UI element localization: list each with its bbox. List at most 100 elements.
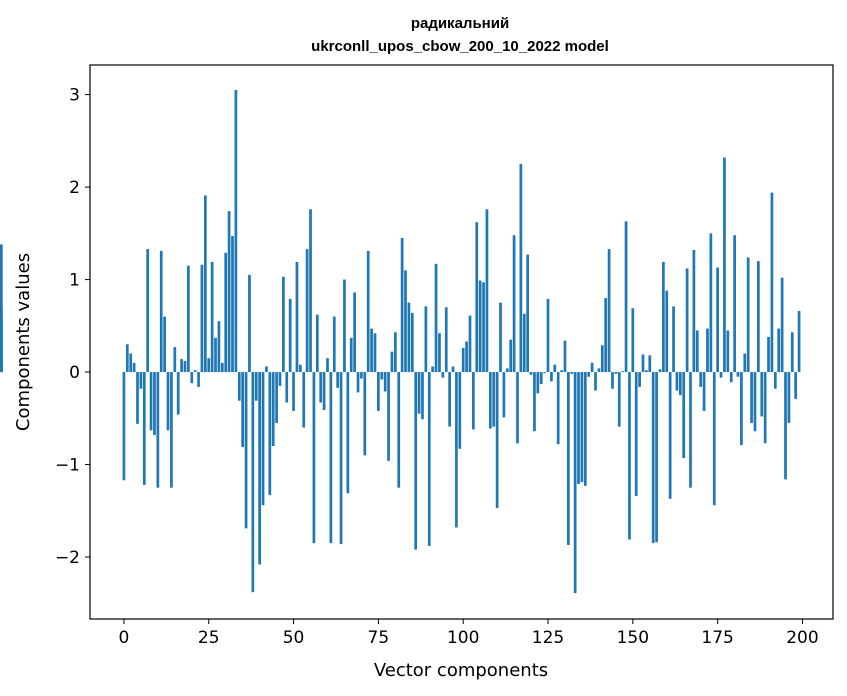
x-tick-label: 200 [786, 628, 818, 648]
bar [146, 249, 150, 373]
bar [234, 89, 238, 373]
bar [434, 263, 438, 373]
plot-frame [89, 64, 834, 620]
bar [790, 332, 794, 373]
bar [132, 362, 136, 373]
bar [319, 372, 323, 403]
bar [142, 372, 146, 485]
bar [682, 372, 686, 459]
bar [658, 369, 662, 373]
bar [777, 328, 781, 373]
bar [136, 372, 139, 424]
bar [723, 157, 726, 373]
bar [482, 282, 485, 373]
chart-title-line-1: радикальний [411, 15, 509, 32]
bar [461, 348, 465, 373]
bar [360, 372, 363, 379]
bar [570, 372, 574, 374]
bar [0, 244, 3, 373]
bar [468, 315, 472, 373]
bar [380, 372, 384, 380]
bar [288, 298, 292, 373]
bar [407, 302, 411, 373]
bar [478, 280, 482, 373]
bar [529, 372, 533, 375]
x-axis-ticks: 0 25 50 75 100 125 150 175 200 [119, 619, 819, 648]
bar [614, 372, 618, 374]
bar [441, 372, 445, 378]
bar [767, 336, 770, 373]
y-tick-label: 2 [69, 178, 80, 198]
bar [366, 250, 370, 373]
bar [315, 314, 319, 373]
bar [458, 372, 462, 449]
bar [536, 372, 540, 394]
bar [709, 233, 713, 373]
bar [248, 274, 251, 373]
y-axis-ticks: −2 −1 0 1 2 3 [55, 86, 90, 568]
bar [621, 371, 625, 373]
bar [383, 372, 387, 392]
bar [427, 372, 431, 546]
bar [746, 257, 750, 373]
bar [590, 362, 594, 373]
bar [706, 328, 709, 373]
bar [760, 372, 764, 417]
bar [702, 372, 706, 411]
bar [258, 372, 261, 565]
bar [638, 372, 641, 387]
bar [190, 372, 194, 384]
bar [516, 372, 519, 444]
bar [302, 372, 306, 428]
bar [797, 311, 801, 373]
bar [329, 372, 333, 544]
bar [295, 262, 299, 373]
bar [794, 372, 798, 399]
bar [533, 372, 536, 432]
y-tick-label: −1 [55, 456, 80, 476]
bar [431, 366, 435, 373]
bar [129, 353, 133, 373]
bar [393, 332, 397, 373]
bar [163, 316, 166, 373]
bar [200, 264, 204, 373]
bar [173, 347, 177, 373]
x-tick-label: 25 [198, 628, 220, 648]
bar [567, 372, 570, 546]
x-tick-label: 150 [617, 628, 649, 648]
bar [397, 372, 401, 488]
bar [370, 328, 373, 373]
bar [187, 265, 190, 373]
bar [339, 372, 343, 545]
bar [662, 262, 665, 373]
bar [421, 372, 424, 420]
bar [675, 372, 679, 391]
bar [265, 366, 268, 373]
bar [353, 292, 356, 373]
bar [583, 372, 587, 486]
bar [757, 261, 760, 373]
bar [275, 372, 278, 423]
bar [550, 372, 553, 382]
bar [607, 249, 611, 373]
x-tick-label: 175 [701, 628, 733, 648]
bar [522, 313, 526, 373]
bar [183, 360, 187, 373]
bar [546, 298, 550, 373]
bar [499, 302, 502, 373]
bar [305, 249, 309, 373]
bar [451, 366, 455, 373]
bar [217, 321, 221, 373]
bar [624, 221, 628, 373]
bar [156, 372, 160, 488]
bar [261, 372, 265, 506]
bar [241, 372, 245, 447]
bar [488, 372, 492, 429]
bar [685, 268, 689, 373]
bar [210, 262, 214, 373]
bar [577, 372, 580, 484]
bar [387, 372, 390, 461]
bar [712, 372, 716, 506]
x-tick-label: 75 [368, 628, 390, 648]
bar [729, 372, 733, 383]
